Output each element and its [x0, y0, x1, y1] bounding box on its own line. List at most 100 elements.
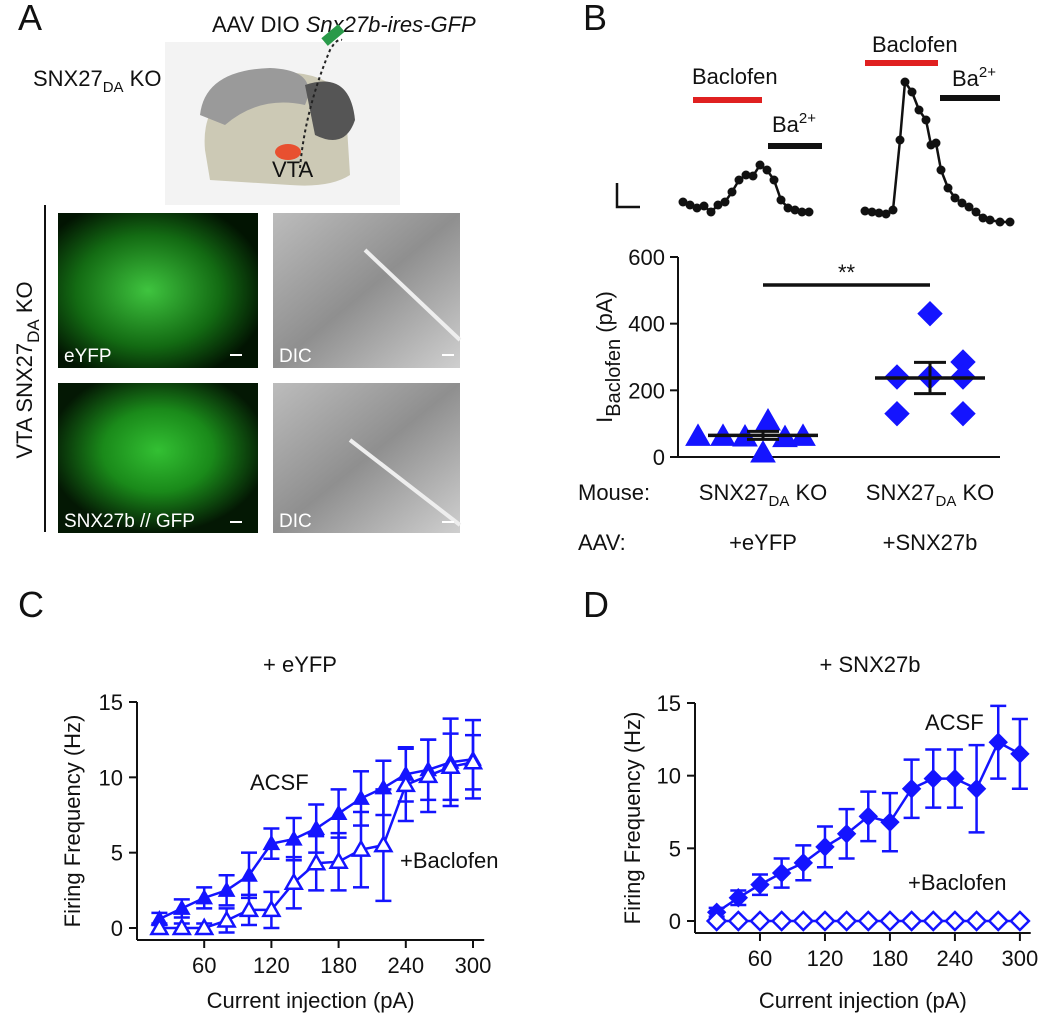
row-label: AAV:	[578, 530, 626, 555]
image-label: eYFP	[64, 346, 112, 367]
trace-dot	[762, 165, 772, 175]
y-tick-label: 200	[628, 378, 665, 403]
y-tick-label: 15	[99, 690, 123, 715]
series-label: +Baclofen	[908, 870, 1006, 895]
trace-dot	[907, 87, 917, 97]
x-tick-label: 60	[192, 953, 216, 978]
y-axis-label: IBaclofen (pA)	[592, 291, 625, 423]
trace-dot	[741, 170, 751, 180]
marker	[755, 407, 781, 431]
trace-dot	[699, 201, 709, 211]
marker	[749, 910, 771, 932]
y-tick-label: 600	[628, 245, 665, 270]
marker	[835, 910, 858, 932]
trace-dot	[950, 193, 960, 203]
marker	[771, 863, 792, 883]
trace	[864, 78, 1010, 224]
marker	[352, 789, 370, 805]
x-tick-label: 120	[253, 953, 290, 978]
trace-dot	[776, 195, 786, 205]
trace-dot	[867, 207, 877, 217]
scale-bar	[615, 183, 640, 209]
marker	[440, 756, 461, 775]
trace-dot	[931, 138, 941, 148]
trace-dot	[936, 165, 946, 175]
trace-dot	[797, 207, 807, 217]
marker	[262, 834, 281, 851]
image-dic	[273, 213, 460, 368]
trace-dot	[888, 205, 898, 215]
x-tick-label: 240	[937, 946, 974, 971]
trace-dot	[755, 160, 765, 170]
trace-dot	[769, 175, 779, 185]
trace-dot	[804, 207, 814, 217]
marker	[172, 899, 191, 915]
marker	[880, 812, 900, 832]
marker	[261, 899, 282, 918]
group-label-main: SNX27	[699, 480, 769, 505]
trace-dot	[978, 213, 988, 223]
trace-dot	[860, 206, 870, 216]
group-label-suffix: KO	[956, 480, 994, 505]
pipette	[363, 248, 462, 342]
trace-dot	[995, 217, 1005, 227]
drug-label: Baclofen	[692, 64, 778, 89]
trace-dot	[881, 209, 891, 219]
trace-dot	[678, 197, 688, 207]
trace-dot	[874, 208, 884, 218]
marker	[836, 824, 857, 844]
marker	[750, 874, 770, 895]
marker	[858, 806, 878, 827]
panel-label: A	[18, 0, 42, 38]
x-tick-label: 300	[1002, 946, 1039, 971]
marker	[728, 888, 749, 908]
y-tick-label: 5	[669, 836, 681, 861]
marker	[284, 830, 303, 846]
marker	[373, 834, 394, 853]
category-label: +SNX27b	[883, 530, 978, 555]
panel-label: C	[18, 584, 44, 625]
marker	[917, 300, 943, 327]
series-label: ACSF	[250, 770, 309, 795]
marker	[814, 910, 836, 932]
y-axis-label: Firing Frequency (Hz)	[60, 715, 85, 928]
drug-label: Baclofen	[872, 32, 958, 57]
marker	[901, 779, 922, 799]
marker	[950, 400, 976, 427]
trace-dot	[748, 171, 758, 181]
chart-title: + eYFP	[263, 652, 337, 677]
x-tick-label: 60	[748, 946, 772, 971]
image-gfp	[58, 383, 258, 533]
trace-dot	[985, 215, 995, 225]
marker	[216, 909, 237, 928]
trace-dot	[720, 197, 730, 207]
trace-dot	[727, 187, 737, 197]
group-label-main: SNX27	[866, 480, 936, 505]
marker	[923, 768, 943, 789]
marker	[966, 779, 987, 799]
marker	[306, 852, 327, 871]
injection-path	[299, 38, 343, 169]
marker	[194, 917, 215, 936]
y-tick-label: 0	[653, 445, 665, 470]
marker	[1010, 744, 1030, 764]
marker	[945, 768, 965, 789]
marker	[195, 888, 214, 905]
trace-dot	[964, 202, 974, 212]
trace-dot	[971, 207, 981, 217]
panel-label: B	[583, 0, 607, 38]
marker	[171, 917, 192, 936]
marker	[900, 910, 923, 932]
trace-dot	[957, 198, 967, 208]
marker	[395, 774, 416, 793]
group-label: SNX27DA KO	[699, 480, 827, 510]
pipette	[348, 438, 462, 527]
panel-a: AAV DIO Snx27b-ires-GFP SNX27DA KO VTA V…	[12, 12, 476, 533]
marker	[283, 872, 304, 891]
marker	[884, 400, 910, 427]
trace-dot	[900, 77, 910, 87]
genotype-label: SNX27DA KO	[33, 66, 161, 96]
image-eyfp	[58, 213, 258, 368]
y-tick-label: 15	[657, 691, 681, 716]
